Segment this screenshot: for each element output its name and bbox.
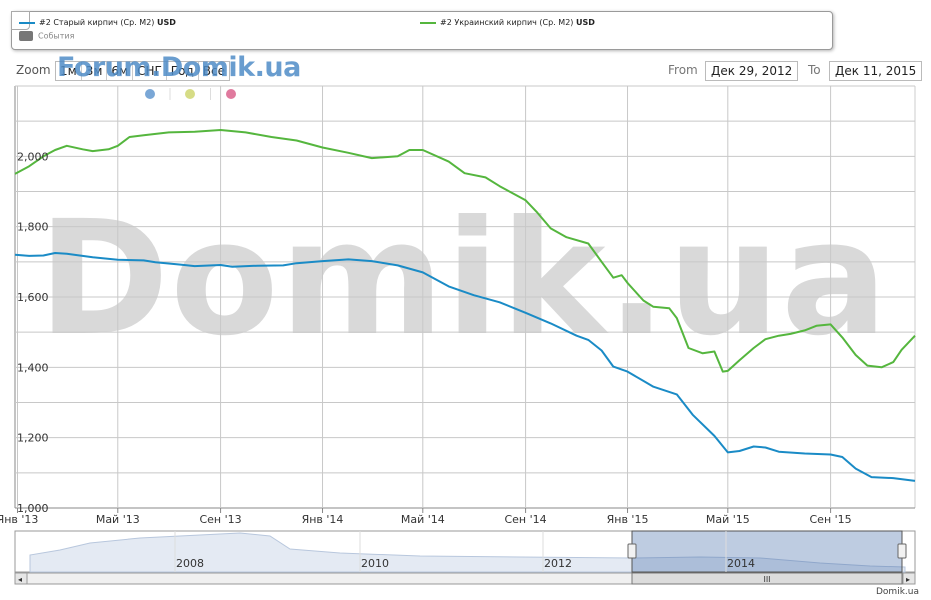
x-tick-label: Сен '15 <box>810 513 852 526</box>
navigator-year-label: 2014 <box>727 557 755 570</box>
series1-swatch <box>19 21 35 24</box>
grid <box>14 85 916 509</box>
navigator[interactable]: 2008 2010 2012 2014 ◂ III ▸ <box>14 530 916 585</box>
y-tick-label: 2,000 <box>17 150 49 163</box>
scrollbar-grip-icon: III <box>763 575 770 584</box>
navigator-year-label: 2012 <box>544 557 572 570</box>
event-markers <box>145 88 236 100</box>
zoom-1y-button[interactable]: Год <box>167 62 199 80</box>
series1-unit: USD <box>156 18 176 27</box>
forum-watermark: Forum.Domik.ua <box>57 52 301 83</box>
zoom-6m-button[interactable]: 6м <box>107 62 134 80</box>
navigator-area <box>29 532 906 573</box>
x-tick-label: Май '14 <box>401 513 445 526</box>
series2-label: #2 Украинский кирпич (Ср. М2) <box>440 18 574 27</box>
zoom-3m-button[interactable]: 3м <box>82 62 108 80</box>
zoom-label: Zoom <box>16 63 51 77</box>
y-tick-label: 1,200 <box>17 432 49 445</box>
x-tick-label: Сен '14 <box>504 513 546 526</box>
zoom-1m-button[interactable]: 1м <box>56 62 82 80</box>
legend-item-series1[interactable]: #2 Старый кирпич (Ср. М2) USD <box>19 18 176 27</box>
event-marker[interactable] <box>185 89 195 99</box>
events-swatch <box>19 31 33 41</box>
series2-swatch <box>420 21 436 24</box>
scrollbar-right-arrow-icon: ▸ <box>906 575 910 584</box>
zoom-buttons: 1м 3м 6м СНГ Год Все <box>55 61 230 81</box>
legend-box: #2 Старый кирпич (Ср. М2) USD #2 Украинс… <box>11 11 833 50</box>
y-tick-label: 1,400 <box>17 361 49 374</box>
scrollbar-left-arrow-icon: ◂ <box>18 575 22 584</box>
x-tick-label: Сен '13 <box>199 513 241 526</box>
from-label: From <box>668 63 698 77</box>
y-axis: 1,000 1,200 1,400 1,600 1,800 2,000 <box>17 150 49 515</box>
series1-label: #2 Старый кирпич (Ср. М2) <box>39 18 155 27</box>
x-axis: Янв '13 Май '13 Сен '13 Янв '14 Май '14 Сен '… <box>0 508 852 526</box>
scrollbar-thumb[interactable] <box>631 572 903 585</box>
credit-label: Domik.ua <box>876 587 919 597</box>
x-tick-label: Янв '15 <box>607 513 649 526</box>
x-tick-label: Янв '13 <box>0 513 38 526</box>
scrollbar-left-button[interactable] <box>14 572 28 585</box>
navigator-year-label: 2010 <box>361 557 389 570</box>
zoom-ytd-button[interactable]: СНГ <box>133 62 167 80</box>
events-label: События <box>38 31 75 41</box>
scrollbar-right-button[interactable] <box>902 572 916 585</box>
y-tick-label: 1,800 <box>17 221 49 234</box>
navigator-right-handle[interactable] <box>897 543 907 559</box>
event-marker[interactable] <box>226 89 236 99</box>
x-tick-label: Янв '14 <box>302 513 344 526</box>
zoom-all-button[interactable]: Все <box>202 64 225 78</box>
x-tick-label: Май '13 <box>96 513 140 526</box>
to-date-input[interactable]: Дек 11, 2015 <box>829 61 923 81</box>
event-marker[interactable] <box>145 89 155 99</box>
legend-item-events[interactable]: События <box>19 31 74 41</box>
y-tick-label: 1,000 <box>17 502 49 515</box>
to-label: To <box>808 63 821 77</box>
navigator-year-label: 2008 <box>176 557 204 570</box>
series2-unit: USD <box>575 18 595 27</box>
export-menu-tab[interactable] <box>11 11 30 30</box>
navigator-left-handle[interactable] <box>627 543 637 559</box>
navigator-selection[interactable] <box>631 530 903 573</box>
series-lines <box>14 129 916 482</box>
series-line-1[interactable] <box>14 252 916 482</box>
from-date-input[interactable]: Дек 29, 2012 <box>705 61 799 81</box>
series-line-2[interactable] <box>14 129 916 373</box>
legend-item-series2[interactable]: #2 Украинский кирпич (Ср. М2) USD <box>420 18 595 27</box>
x-tick-label: Май '15 <box>706 513 750 526</box>
y-tick-label: 1,600 <box>17 291 49 304</box>
